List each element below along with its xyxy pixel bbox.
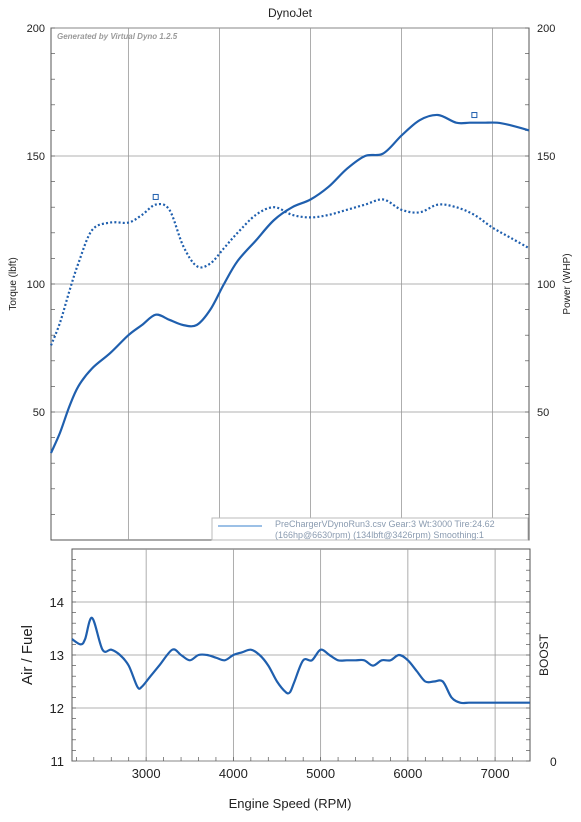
legend-line2: (166hp@6630rpm) (134lbft@3426rpm) Smooth…: [275, 530, 484, 540]
bottom-x-tick-label: 5000: [306, 766, 335, 781]
top-right-tick-label: 50: [537, 407, 549, 419]
x-axis-label: Engine Speed (RPM): [229, 796, 352, 811]
top-grid: [51, 27, 529, 541]
bottom-series-group: [71, 616, 530, 705]
peak-marker: [152, 193, 159, 200]
top-left-tick-label: 50: [33, 407, 45, 419]
air-fuel-axis-label: Air / Fuel: [19, 625, 36, 685]
bottom-x-tick-label: 7000: [481, 766, 510, 781]
top-left-ticks: 50 100 150 200: [27, 23, 45, 419]
top-series-group: [49, 113, 530, 454]
bottom-x-tick-label: 3000: [132, 766, 161, 781]
top-left-tick-label: 200: [27, 23, 45, 35]
peak-marker: [471, 112, 478, 119]
legend-line1: PreChargerVDynoRun3.csv Gear:3 Wt:3000 T…: [275, 519, 495, 529]
legend: PreChargerVDynoRun3.csv Gear:3 Wt:3000 T…: [211, 517, 529, 541]
bottom-x-tick-label: 4000: [219, 766, 248, 781]
top-markers-group: [152, 112, 478, 200]
top-right-ticks: 50 100 150 200: [537, 23, 555, 419]
bottom-left-ticks: 11 12 13 14: [50, 595, 64, 769]
power-axis-label: Power (WHP): [562, 253, 573, 314]
power-line: [49, 113, 530, 454]
air-fuel-line: [71, 616, 530, 705]
legend-box: [211, 517, 529, 541]
watermark-text: Generated by Virtual Dyno 1.2.5: [57, 32, 178, 41]
boost-axis-label: BOOST: [537, 633, 551, 676]
chart-title: DynoJet: [268, 6, 313, 20]
top-left-tick-label: 100: [27, 279, 45, 291]
torque-line: [49, 198, 530, 346]
bottom-plot-area: 11 12 13 14 3000 4000 5000 6000 7000: [50, 548, 531, 781]
bottom-x-ticks: 3000 4000 5000 6000 7000: [132, 766, 510, 781]
bottom-left-tick-label: 12: [50, 701, 64, 716]
top-right-tick-label: 200: [537, 23, 555, 35]
bottom-left-tick-label: 11: [51, 754, 65, 769]
bottom-left-tick-label: 14: [50, 595, 64, 610]
bottom-x-tick-label: 6000: [393, 766, 422, 781]
top-plot-area: Generated by Virtual Dyno 1.2.5 50 100 150…: [27, 23, 555, 541]
torque-axis-label: Torque (lbft): [8, 257, 19, 310]
top-left-tick-label: 150: [27, 151, 45, 163]
top-right-tick-label: 100: [537, 279, 555, 291]
boost-zero-tick: 0: [550, 755, 557, 769]
bottom-left-tick-label: 13: [50, 648, 64, 663]
top-right-tick-label: 150: [537, 151, 555, 163]
